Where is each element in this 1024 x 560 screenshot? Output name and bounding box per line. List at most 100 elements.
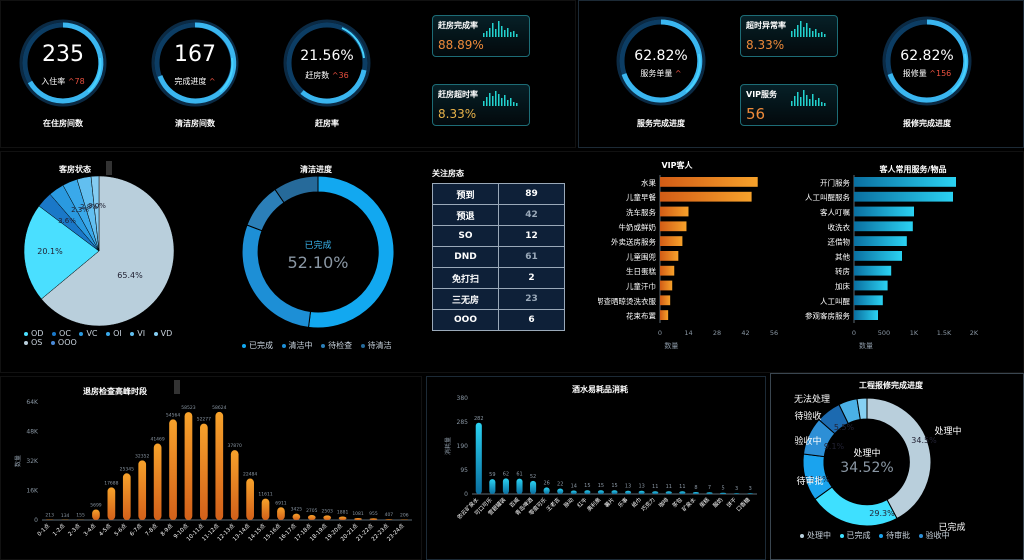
data-label: 13 [638, 484, 644, 490]
legend-item[interactable]: OS [24, 338, 42, 347]
bar [277, 507, 285, 520]
bar [679, 491, 686, 494]
axis-label: 数量 [859, 341, 873, 350]
legend-item[interactable]: VC [79, 329, 98, 338]
data-label: 22484 [243, 472, 257, 478]
category-label: 4-5点 [98, 522, 114, 538]
kpi-box-rush-timeout: 赶房超时率 8.33% [432, 84, 530, 126]
vip-chart-title: VIP客人 [661, 161, 693, 170]
kpi-caption: 服务完成进度 [637, 119, 685, 128]
data-label: 37870 [228, 443, 242, 449]
legend-item[interactable]: 验收中 [918, 531, 950, 540]
kpi-label: 报修量 ^156 [902, 69, 952, 78]
legend-item[interactable]: 处理中 [800, 531, 831, 540]
kpi-box-rush-complete: 赶房完成率 88.89% [432, 15, 530, 57]
bar [475, 422, 482, 494]
data-label: 52 [530, 474, 536, 480]
bar [854, 177, 956, 187]
legend-item[interactable]: OC [52, 329, 71, 338]
legend-item[interactable]: VI [130, 329, 145, 338]
axis-label: 数量 [14, 455, 22, 467]
kpi-box-label: VIP服务 [746, 90, 778, 99]
table-row: 免打扫 2 [432, 267, 565, 289]
table-row: OOO 6 [432, 309, 565, 331]
category-label: 还借物 [828, 237, 851, 247]
kpi-caption: 在住房间数 [43, 119, 83, 128]
kpi-box-vip: VIP服务 56 [740, 84, 838, 126]
cleaning-donut: 已完成 52.10% [241, 175, 395, 329]
legend-item[interactable]: OI [106, 329, 122, 338]
kpi-box-label: 赶房完成率 [438, 21, 478, 30]
legend-item[interactable]: OD [24, 329, 43, 338]
checkout-panel [0, 376, 422, 560]
ring-gauge-icon [616, 16, 706, 106]
ring-gauge-icon [19, 19, 107, 107]
category-label: 奥利奥 [585, 495, 603, 513]
donut-center-value: 52.10% [287, 253, 348, 272]
room-status-pie: 65.4% 20.1% 3.6% 2.3% 2.8% 3.0% [23, 175, 175, 327]
bar [307, 515, 316, 520]
tick-label: 0 [464, 491, 468, 498]
tick-label: 190 [457, 443, 469, 450]
data-label: 955 [369, 511, 378, 517]
pie-label: 3.0% [88, 202, 106, 210]
category-label: 生日蛋糕 [626, 266, 656, 276]
sparkline-icon [791, 21, 826, 37]
legend-item[interactable]: 待检查 [321, 341, 352, 350]
data-label: 17688 [104, 480, 118, 486]
legend-item[interactable]: 已完成 [242, 341, 273, 350]
category-label: 收洗衣 [828, 222, 851, 232]
data-label: 59 [489, 472, 495, 478]
table-cell: DND [432, 246, 499, 268]
pie-label: 20.1% [37, 247, 63, 256]
legend-item[interactable]: 待审批 [879, 531, 910, 540]
kpi-box-value: 88.89% [438, 38, 484, 52]
axis-label: 消耗量 [444, 437, 452, 455]
services-chart-title: 客人常用服务/物品 [879, 165, 947, 174]
table-cell: 12 [498, 225, 565, 247]
data-label: 15 [598, 483, 604, 489]
data-label: 41469 [150, 437, 164, 443]
legend-item[interactable]: 清洁中 [281, 341, 313, 350]
tick-label: 0 [658, 329, 662, 337]
category-label: 外卖送房服务 [611, 237, 656, 247]
collapse-handle-icon[interactable] [106, 161, 112, 175]
bar [261, 498, 270, 520]
data-label: 2503 [321, 508, 333, 514]
bar [747, 493, 754, 494]
bar [200, 423, 208, 520]
kpi-box-label: 赶房超时率 [438, 90, 478, 99]
bar [169, 419, 177, 520]
category-label: 巧克力 [639, 496, 656, 513]
data-label: 3 [735, 486, 738, 492]
bar [660, 177, 758, 187]
bar [854, 295, 883, 306]
category-label: 花束布置 [626, 311, 656, 321]
legend-item[interactable]: 待清洁 [360, 341, 392, 350]
pie-label: 2.3% [71, 206, 89, 214]
category-label: 客人叮嘱 [820, 207, 850, 217]
table-cell: 61 [498, 246, 565, 268]
legend-item[interactable]: 已完成 [839, 531, 871, 540]
table-cell: SO [432, 225, 499, 247]
kpi-ring-cleaning: 167 完成进度 ^ [150, 18, 240, 108]
bar [660, 310, 669, 320]
category-label: 乐事 [616, 495, 630, 509]
collapse-handle-icon[interactable] [174, 380, 180, 394]
bar [354, 518, 362, 520]
category-label: 帮查晒晾烫洗衣服 [598, 296, 656, 306]
category-label: 酸奶 [711, 495, 725, 509]
category-label: 其他 [835, 251, 850, 261]
kpi-caption: 报修完成进度 [903, 119, 951, 128]
bar [733, 493, 740, 494]
kpi-box-timeout-exception: 超时异常率 8.33% [740, 15, 838, 57]
consumables-panel [426, 376, 766, 560]
legend-item[interactable]: VD [153, 329, 172, 338]
bar [516, 478, 523, 494]
legend-item[interactable]: OOO [50, 338, 77, 347]
category-label: 口香糖 [734, 495, 752, 513]
data-label: 7 [708, 485, 711, 491]
bar [854, 221, 913, 232]
sparkline-icon [791, 90, 826, 106]
bar [660, 280, 673, 291]
